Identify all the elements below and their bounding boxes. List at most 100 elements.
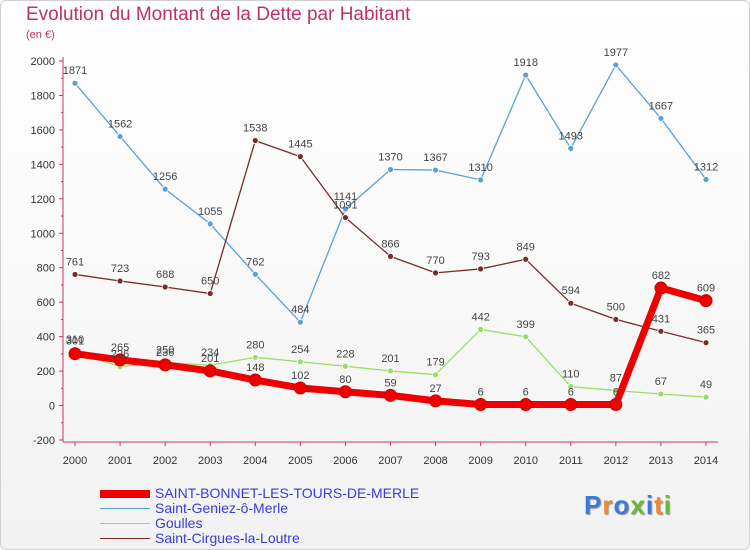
- data-point: [474, 398, 488, 412]
- logo-letter: o: [613, 490, 631, 520]
- y-tick-label: 600: [37, 297, 55, 309]
- data-point: [477, 265, 485, 273]
- data-point: [612, 61, 620, 69]
- data-label: 866: [381, 238, 399, 250]
- data-point: [251, 270, 259, 278]
- data-point: [432, 371, 439, 379]
- data-label: 49: [700, 379, 712, 391]
- data-point: [654, 281, 668, 295]
- data-label: 87: [610, 373, 622, 385]
- data-point: [567, 383, 575, 390]
- data-point: [567, 299, 575, 307]
- x-tick-label: 2000: [63, 455, 87, 467]
- data-label: 1871: [63, 65, 87, 77]
- data-point: [251, 353, 259, 361]
- x-tick-label: 2006: [333, 455, 357, 467]
- data-point: [612, 316, 620, 323]
- y-tick-label: 2000: [31, 56, 55, 68]
- data-point: [477, 326, 485, 333]
- x-tick-label: 2011: [559, 455, 583, 467]
- data-point: [161, 283, 169, 291]
- data-label: 1977: [604, 47, 628, 59]
- data-point: [203, 364, 217, 378]
- data-label: 250: [156, 344, 174, 356]
- data-label: 1310: [468, 162, 492, 174]
- data-label: 431: [652, 313, 670, 325]
- data-point: [429, 394, 443, 408]
- data-label: 59: [384, 377, 396, 389]
- data-label: 179: [426, 357, 444, 369]
- y-tick-label: 1400: [31, 159, 55, 171]
- data-point: [68, 347, 82, 361]
- legend-item: SAINT-BONNET-LES-TOURS-DE-MERLE: [100, 485, 460, 501]
- data-point: [702, 176, 710, 183]
- data-label: 500: [607, 301, 625, 313]
- data-label: 849: [517, 241, 535, 253]
- data-point: [206, 290, 214, 297]
- data-point: [699, 294, 713, 308]
- data-point: [387, 166, 394, 173]
- legend-swatch: [100, 490, 150, 498]
- y-tick-label: 1600: [31, 125, 55, 137]
- x-tick-label: 2014: [694, 455, 718, 467]
- data-label: 1918: [513, 57, 537, 69]
- x-tick-label: 2007: [378, 455, 402, 467]
- data-label: 80: [339, 374, 351, 386]
- data-label: 1055: [198, 206, 222, 218]
- data-label: 770: [426, 255, 444, 267]
- data-point: [657, 327, 665, 335]
- data-point: [519, 398, 533, 412]
- series-0: [68, 281, 713, 412]
- y-tick-label: 400: [37, 332, 55, 344]
- data-point: [384, 388, 397, 402]
- x-tick-label: 2009: [468, 455, 492, 467]
- data-label: 1091: [333, 200, 357, 212]
- legend-item: Saint-Geniez-ô-Merle: [100, 500, 460, 516]
- data-label: 27: [429, 383, 441, 395]
- data-label: 365: [697, 325, 715, 337]
- x-tick-label: 2012: [604, 455, 628, 467]
- y-tick-label: 1800: [31, 90, 55, 102]
- data-label: 594: [562, 285, 580, 297]
- data-point: [522, 255, 530, 263]
- x-tick-label: 2001: [108, 455, 132, 467]
- data-label: 762: [246, 256, 264, 268]
- legend-item: Saint-Cirgues-la-Loutre: [100, 530, 460, 546]
- legend-label: Saint-Geniez-ô-Merle: [155, 500, 289, 516]
- logo-letter: t: [654, 490, 664, 520]
- logo-letter: x: [630, 490, 646, 520]
- data-label: 310: [66, 334, 84, 346]
- data-label: 1562: [108, 118, 132, 130]
- data-point: [432, 269, 439, 277]
- data-point: [338, 385, 352, 399]
- legend-swatch: [100, 508, 150, 509]
- x-tick-label: 2013: [649, 455, 673, 467]
- data-point: [477, 176, 485, 184]
- chart-legend: SAINT-BONNET-LES-TOURS-DE-MERLE Saint-Gen…: [100, 485, 460, 546]
- data-label: 609: [697, 283, 715, 295]
- data-label: 301: [66, 336, 84, 348]
- x-tick-label: 2005: [288, 455, 312, 467]
- data-point: [522, 333, 530, 341]
- data-label: 1538: [243, 123, 267, 135]
- legend-item: Goulles: [100, 515, 460, 531]
- data-label: 688: [156, 269, 174, 281]
- data-point: [702, 393, 710, 401]
- data-point: [71, 271, 79, 278]
- data-label: 201: [201, 353, 219, 365]
- data-label: 793: [471, 251, 489, 263]
- data-label: 1370: [378, 152, 402, 164]
- data-label: 650: [201, 276, 219, 288]
- legend-label: Goulles: [155, 515, 203, 531]
- y-tick-label: 1000: [31, 228, 55, 240]
- x-tick-label: 2010: [513, 455, 537, 467]
- data-label: 148: [246, 362, 264, 374]
- y-tick-label: 200: [37, 366, 55, 378]
- data-label: 1312: [694, 162, 718, 174]
- data-point: [387, 252, 394, 260]
- data-point: [116, 277, 124, 285]
- data-point: [113, 353, 127, 367]
- legend-swatch: [100, 538, 150, 539]
